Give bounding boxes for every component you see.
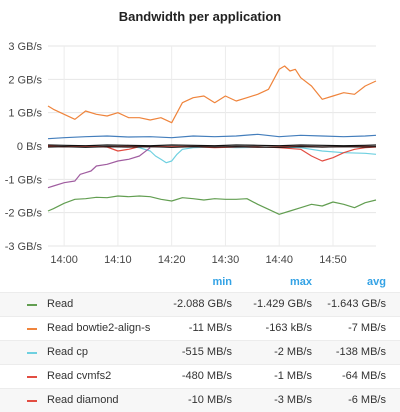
chart-plot-area[interactable]: 3 GB/s 2 GB/s 1 GB/s 0 B/s -1 GB/s -2 GB/s -3 … — [0, 0, 400, 270]
legend-color-swatch — [27, 400, 37, 402]
legend-value-max: -163 kB/s — [265, 322, 312, 334]
x-tick-label: 14:10 — [104, 254, 132, 266]
x-tick-label: 14:20 — [158, 254, 186, 266]
legend-value-avg: -7 MB/s — [348, 322, 386, 334]
legend-value-min: -2.088 GB/s — [173, 298, 232, 310]
legend-color-swatch — [27, 304, 37, 306]
legend-value-avg: -138 MB/s — [335, 346, 386, 358]
legend-header: min max avg — [0, 272, 400, 292]
y-tick-label: 1 GB/s — [8, 108, 42, 120]
legend-row[interactable]: Read cp -515 MB/s -2 MB/s -138 MB/s — [0, 340, 400, 364]
x-tick-label: 14:40 — [265, 254, 293, 266]
legend-header-avg[interactable]: avg — [367, 276, 386, 288]
legend-value-max: -1 MB/s — [274, 370, 312, 382]
series-line-6[interactable] — [47, 133, 377, 140]
legend-row[interactable]: Read diamond -10 MB/s -3 MB/s -6 MB/s — [0, 388, 400, 412]
legend-series-name[interactable]: Read diamond — [47, 394, 119, 406]
legend-color-swatch — [27, 352, 37, 354]
legend-value-min: -480 MB/s — [181, 370, 232, 382]
legend-series-name[interactable]: Read — [47, 298, 74, 310]
legend-color-swatch — [27, 328, 37, 330]
legend-value-min: -515 MB/s — [181, 346, 232, 358]
series-line-8[interactable] — [47, 146, 377, 148]
x-tick-label: 14:00 — [50, 254, 78, 266]
chart-title: Bandwidth per application — [118, 9, 282, 24]
y-tick-label: 3 GB/s — [8, 41, 42, 53]
y-tick-label: -2 GB/s — [5, 208, 43, 220]
series-line-read-bowtie2-align-s[interactable] — [47, 65, 377, 124]
x-tick-label: 14:30 — [212, 254, 240, 266]
legend-rows: Read -2.088 GB/s -1.429 GB/s -1.643 GB/s Rea… — [0, 292, 400, 412]
legend-value-max: -3 MB/s — [274, 394, 312, 406]
y-tick-label: 0 B/s — [17, 141, 43, 153]
legend-value-avg: -6 MB/s — [348, 394, 386, 406]
legend-series-name[interactable]: Read cvmfs2 — [47, 370, 112, 382]
legend-series-name[interactable]: Read cp — [47, 346, 88, 358]
legend-value-max: -2 MB/s — [274, 346, 312, 358]
legend-row[interactable]: Read -2.088 GB/s -1.429 GB/s -1.643 GB/s — [0, 292, 400, 316]
series-line-read[interactable] — [47, 195, 377, 215]
legend-value-avg: -64 MB/s — [341, 370, 386, 382]
legend-value-max: -1.429 GB/s — [253, 298, 312, 310]
legend-color-swatch — [27, 376, 37, 378]
legend-value-min: -11 MB/s — [188, 322, 232, 334]
legend-value-min: -10 MB/s — [187, 394, 232, 406]
series-line-9[interactable] — [47, 144, 377, 147]
y-tick-label: -1 GB/s — [5, 174, 43, 186]
y-tick-label: 2 GB/s — [8, 74, 42, 86]
legend-series-name[interactable]: Read bowtie2-align-s — [47, 322, 151, 334]
series-line-read-cvmfs2[interactable] — [47, 145, 377, 162]
legend-header-max[interactable]: max — [289, 276, 312, 288]
legend-row[interactable]: Read cvmfs2 -480 MB/s -1 MB/s -64 MB/s — [0, 364, 400, 388]
y-tick-label: -3 GB/s — [5, 241, 43, 253]
series-line-7[interactable] — [47, 147, 151, 189]
legend-value-avg: -1.643 GB/s — [327, 298, 386, 310]
legend-table: min max avg Read -2.088 GB/s -1.429 GB/s -1… — [0, 272, 400, 412]
x-tick-label: 14:50 — [319, 254, 347, 266]
legend-row[interactable]: Read bowtie2-align-s -11 MB/s -163 kB/s -7 … — [0, 316, 400, 340]
legend-header-min[interactable]: min — [212, 276, 232, 288]
